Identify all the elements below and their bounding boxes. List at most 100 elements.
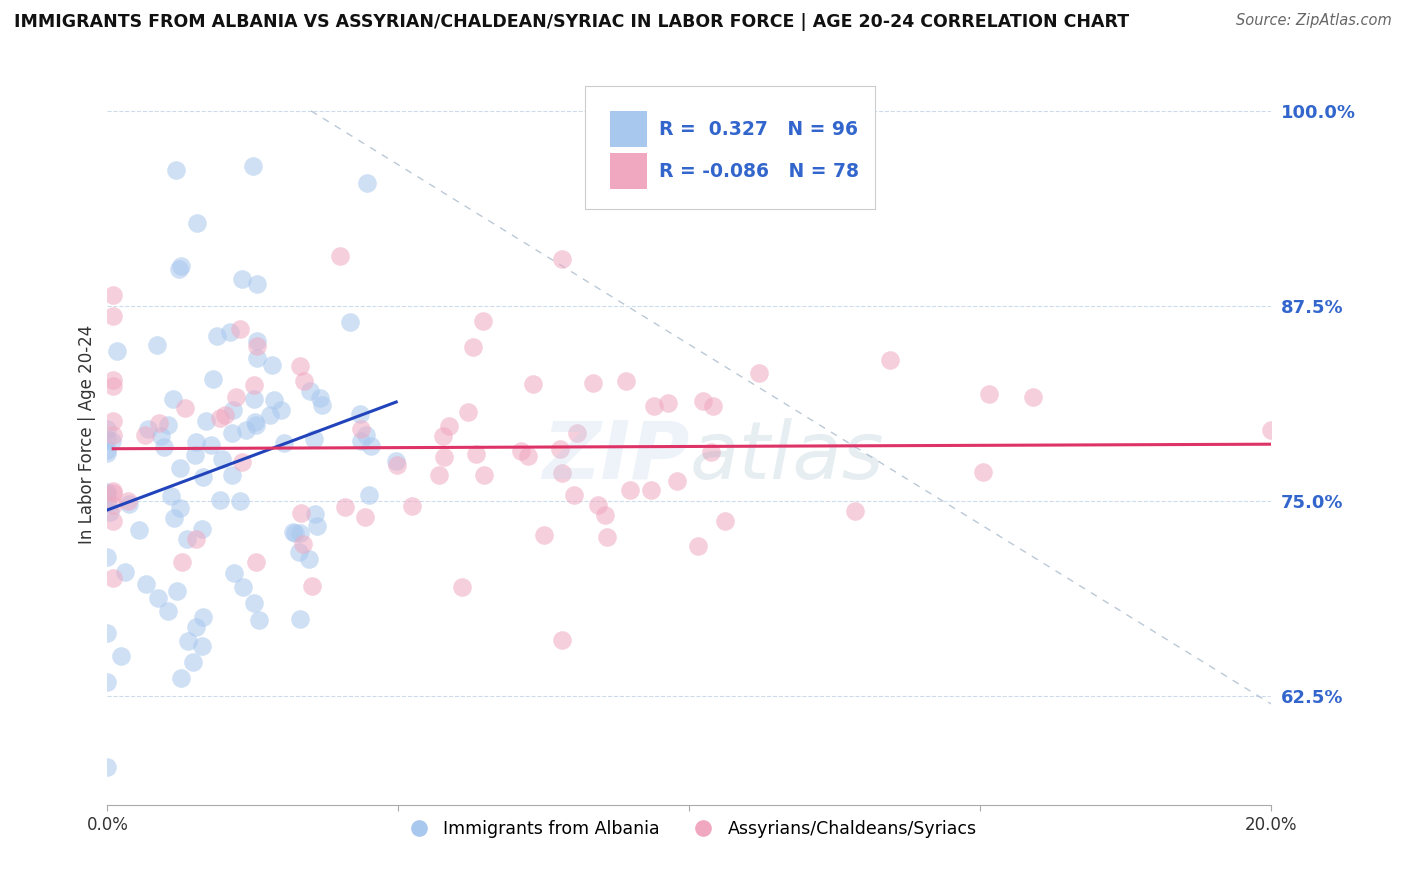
Point [461, 340, 484, 354]
Point [301, 579, 323, 593]
Point [163, 511, 186, 525]
Point [349, 407, 371, 421]
Point [96, 496, 118, 510]
Point [184, 448, 207, 462]
Point [229, 322, 252, 336]
Point [551, 252, 574, 267]
Point [692, 393, 714, 408]
Point [619, 483, 641, 498]
Point [401, 500, 423, 514]
Point [298, 551, 321, 566]
Point [260, 358, 283, 372]
Point [176, 532, 198, 546]
Point [160, 489, 183, 503]
Point [96, 549, 118, 564]
Point [596, 530, 619, 544]
Point [96, 446, 118, 460]
Point [103, 428, 125, 442]
Point [290, 525, 312, 540]
Point [152, 441, 174, 455]
Point [350, 422, 373, 436]
Point [96, 674, 118, 689]
Point [231, 455, 253, 469]
Point [360, 439, 382, 453]
Point [702, 399, 724, 413]
Point [247, 613, 270, 627]
Point [243, 392, 266, 407]
Point [457, 405, 479, 419]
Point [350, 434, 373, 448]
Point [205, 329, 228, 343]
Point [748, 367, 770, 381]
Point [311, 398, 333, 412]
Point [700, 445, 723, 459]
Point [977, 387, 1000, 401]
Point [472, 314, 495, 328]
Point [465, 447, 488, 461]
Point [243, 415, 266, 429]
Point [433, 450, 456, 464]
Point [103, 309, 125, 323]
Point [156, 604, 179, 618]
Point [246, 277, 269, 291]
Point [222, 566, 245, 580]
Point [292, 374, 315, 388]
Point [263, 392, 285, 407]
Text: R =  0.327   N = 96: R = 0.327 N = 96 [659, 120, 858, 138]
Point [290, 612, 312, 626]
Point [222, 403, 245, 417]
Point [208, 410, 231, 425]
Point [432, 429, 454, 443]
Point [169, 461, 191, 475]
Point [148, 416, 170, 430]
Point [243, 595, 266, 609]
Point [96, 484, 118, 499]
Point [96, 625, 118, 640]
Point [221, 426, 243, 441]
Point [103, 414, 125, 428]
Point [103, 484, 125, 499]
Point [177, 634, 200, 648]
Point [165, 163, 187, 178]
Point [551, 466, 574, 480]
Point [666, 475, 689, 489]
Point [595, 508, 617, 522]
Point [200, 438, 222, 452]
Point [290, 359, 312, 374]
Point [270, 402, 292, 417]
Point [686, 539, 709, 553]
Point [242, 160, 264, 174]
Point [186, 216, 208, 230]
Point [103, 288, 125, 302]
Point [339, 315, 361, 329]
Point [582, 376, 605, 391]
Point [657, 396, 679, 410]
Point [169, 501, 191, 516]
Point [304, 508, 326, 522]
Text: Source: ZipAtlas.com: Source: ZipAtlas.com [1236, 13, 1392, 29]
Point [101, 434, 124, 449]
Point [211, 451, 233, 466]
Text: ZIP: ZIP [541, 418, 689, 496]
Text: IMMIGRANTS FROM ALBANIA VS ASSYRIAN/CHALDEAN/SYRIAC IN LABOR FORCE | AGE 20-24 C: IMMIGRANTS FROM ALBANIA VS ASSYRIAN/CHAL… [14, 13, 1129, 31]
Point [96, 432, 118, 446]
Point [209, 493, 232, 508]
Point [191, 522, 214, 536]
Point [148, 591, 170, 606]
Point [427, 467, 450, 482]
Point [302, 432, 325, 446]
Point [245, 418, 267, 433]
Point [214, 408, 236, 422]
Point [96, 442, 118, 457]
Point [259, 408, 281, 422]
Point [472, 467, 495, 482]
Point [643, 399, 665, 413]
Point [844, 504, 866, 518]
Point [138, 422, 160, 436]
Point [98, 505, 121, 519]
Point [551, 633, 574, 648]
Point [170, 671, 193, 685]
Point [308, 391, 330, 405]
Point [219, 325, 242, 339]
Point [290, 507, 312, 521]
